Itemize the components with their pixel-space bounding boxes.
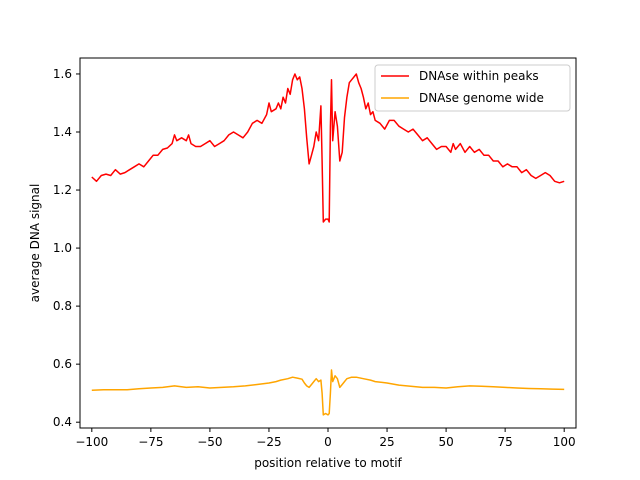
x-axis-label: position relative to motif: [254, 456, 402, 470]
series-line-within-peaks: [91, 73, 565, 223]
x-tick-label: 100: [553, 435, 576, 449]
y-tick-label: 1.4: [53, 125, 72, 139]
x-tick-label: 0: [324, 435, 332, 449]
legend-label-genome-wide: DNAse genome wide: [419, 91, 544, 105]
x-tick-label: 25: [379, 435, 394, 449]
x-tick-label: 75: [498, 435, 513, 449]
legend: DNAse within peaks DNAse genome wide: [374, 64, 571, 112]
x-axis-ticks: −100 −75 −50 −25 0 25 50 75 100: [75, 428, 576, 449]
y-tick-label: 0.6: [53, 357, 72, 371]
legend-box: [374, 64, 571, 112]
y-tick-label: 0.8: [53, 299, 72, 313]
y-tick-label: 1.6: [53, 67, 72, 81]
x-tick-label: −50: [197, 435, 222, 449]
x-tick-label: 50: [438, 435, 453, 449]
x-tick-label: −25: [256, 435, 281, 449]
y-tick-label: 1.0: [53, 241, 72, 255]
x-tick-label: −75: [138, 435, 163, 449]
legend-label-within-peaks: DNAse within peaks: [419, 69, 539, 83]
y-axis-ticks: 0.4 0.6 0.8 1.0 1.2 1.4 1.6: [53, 67, 80, 429]
series-line-genome-wide: [91, 369, 565, 416]
y-axis-label: average DNA signal: [28, 184, 42, 303]
y-tick-label: 0.4: [53, 415, 72, 429]
plot-frame: [79, 57, 577, 429]
x-tick-label: −100: [75, 435, 108, 449]
y-tick-label: 1.2: [53, 183, 72, 197]
plot-lines: [91, 73, 565, 416]
